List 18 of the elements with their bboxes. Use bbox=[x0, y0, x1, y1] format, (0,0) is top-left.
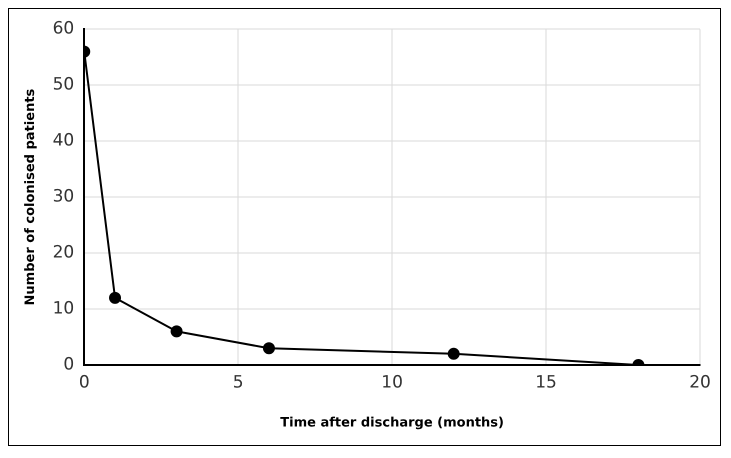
point bbox=[109, 292, 122, 304]
y-tick-label: 20 bbox=[52, 242, 74, 262]
x-tick-label: 20 bbox=[689, 372, 711, 393]
point bbox=[448, 348, 460, 360]
point bbox=[170, 325, 183, 338]
y-tick-label: 0 bbox=[63, 354, 74, 374]
point bbox=[262, 342, 275, 354]
x-tick-label: 5 bbox=[232, 372, 244, 393]
y-axis-title: Number of colonised patients bbox=[23, 88, 38, 306]
y-tick-label: 10 bbox=[52, 298, 74, 318]
x-axis-title: Time after discharge (months) bbox=[280, 416, 504, 431]
y-tick-label: 30 bbox=[52, 186, 74, 207]
y-tick-label: 60 bbox=[52, 18, 74, 39]
x-tick-label: 0 bbox=[78, 372, 90, 393]
y-tick-label: 50 bbox=[52, 74, 74, 95]
x-tick-label: 10 bbox=[381, 372, 403, 393]
y-tick-label: 40 bbox=[52, 130, 74, 151]
x-tick-label: 15 bbox=[535, 372, 557, 393]
